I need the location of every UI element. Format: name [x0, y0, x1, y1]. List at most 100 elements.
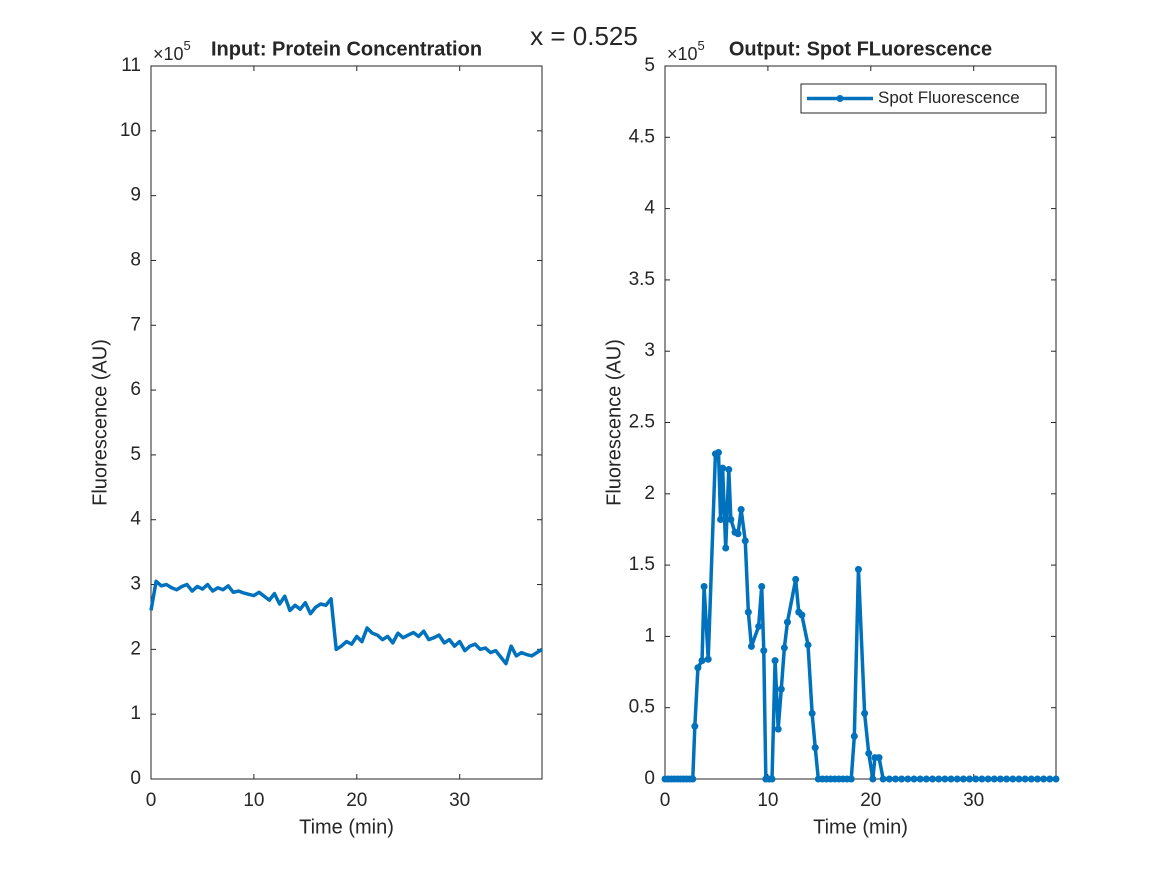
x-tick-label: 10: [757, 790, 778, 811]
data-point: [1003, 775, 1011, 783]
legend-marker: [836, 95, 844, 102]
chart-title: Input: Protein Concentration: [211, 38, 482, 60]
data-point: [783, 618, 791, 626]
data-point: [854, 565, 862, 573]
data-point: [978, 775, 986, 783]
data-point: [792, 575, 800, 583]
y-tick-label: 3: [644, 340, 655, 361]
y-axis-label: Fluorescence (AU): [89, 339, 111, 506]
data-point: [691, 722, 699, 730]
data-point: [694, 664, 702, 672]
x-tick-label: 30: [963, 790, 984, 811]
data-point: [760, 647, 768, 655]
data-point: [953, 775, 961, 783]
x-axis-label: Time (min): [299, 816, 394, 838]
y-tick-label: 5: [130, 444, 141, 465]
data-point: [865, 749, 873, 757]
data-point: [1015, 775, 1023, 783]
data-point: [990, 775, 998, 783]
y-tick-label: 1: [644, 625, 655, 646]
data-point: [804, 641, 812, 649]
data-point: [891, 775, 899, 783]
data-point: [717, 515, 725, 523]
series-line: [149, 579, 543, 666]
axes-box: [150, 65, 543, 780]
data-point: [861, 709, 869, 717]
x-tick-label: 0: [146, 790, 157, 811]
data-point: [698, 657, 706, 665]
x-tick-label: 30: [449, 790, 470, 811]
y-tick-label: 3: [130, 574, 141, 595]
data-point: [734, 530, 742, 538]
x-tick-label: 0: [660, 790, 671, 811]
y-tick-label: 1.5: [629, 554, 655, 575]
figure-title: x = 0.525: [530, 21, 638, 51]
y-axis-label: Fluorescence (AU): [603, 339, 625, 506]
data-point: [959, 775, 967, 783]
y-tick-label: 5: [644, 55, 655, 76]
data-point: [916, 775, 924, 783]
data-point: [771, 657, 779, 665]
data-point: [1052, 775, 1060, 783]
data-point: [847, 775, 855, 783]
y-tick-label: 9: [130, 185, 141, 206]
data-point: [727, 515, 735, 523]
data-point: [904, 775, 912, 783]
x-tick-label: 10: [243, 790, 264, 811]
y-tick-label: 6: [130, 379, 141, 400]
data-point: [808, 709, 816, 717]
data-point: [704, 655, 712, 663]
data-point: [780, 644, 788, 652]
data-point: [885, 775, 893, 783]
data-point: [777, 685, 785, 693]
x-axis-label: Time (min): [813, 816, 908, 838]
y-tick-label: 0: [130, 768, 141, 789]
data-point: [722, 544, 730, 552]
y-exponent: ×105: [153, 38, 191, 63]
data-point: [768, 775, 776, 783]
y-tick-label: 10: [120, 120, 141, 141]
data-point: [725, 466, 733, 474]
y-tick-label: 0: [644, 768, 655, 789]
exponent-base: ×10: [667, 44, 698, 64]
chart-title: Output: Spot FLuorescence: [729, 38, 992, 60]
data-point: [1027, 775, 1035, 783]
data-point: [741, 537, 749, 545]
data-point: [755, 622, 763, 630]
y-tick-label: 0.5: [629, 697, 655, 718]
data-point: [747, 642, 755, 650]
y-tick-label: 7: [130, 314, 141, 335]
data-point: [737, 505, 745, 513]
data-point: [758, 582, 766, 590]
data-point: [798, 611, 806, 619]
data-point: [774, 725, 782, 733]
y-tick-label: 4.5: [629, 126, 655, 147]
y-tick-label: 11: [121, 55, 141, 76]
data-point: [910, 775, 918, 783]
data-point: [972, 775, 980, 783]
data-point: [1046, 775, 1054, 783]
data-point: [947, 775, 955, 783]
legend-label: Spot Fluorescence: [878, 88, 1020, 107]
data-point: [719, 464, 727, 472]
exponent-power: 5: [184, 38, 191, 53]
data-point: [811, 744, 819, 752]
y-tick-label: 4: [130, 509, 141, 530]
exponent-power: 5: [698, 38, 705, 53]
x-tick-label: 20: [860, 790, 881, 811]
y-tick-label: 3.5: [629, 269, 655, 290]
data-point: [744, 608, 752, 616]
y-tick-label: 2: [130, 638, 141, 659]
data-point: [875, 754, 883, 762]
data-point: [1033, 775, 1041, 783]
data-point: [700, 582, 708, 590]
data-point: [935, 775, 943, 783]
data-point: [966, 775, 974, 783]
data-point: [941, 775, 949, 783]
data-point: [850, 732, 858, 740]
data-point: [1040, 775, 1048, 783]
data-point: [929, 775, 937, 783]
y-tick-label: 1: [130, 703, 141, 724]
